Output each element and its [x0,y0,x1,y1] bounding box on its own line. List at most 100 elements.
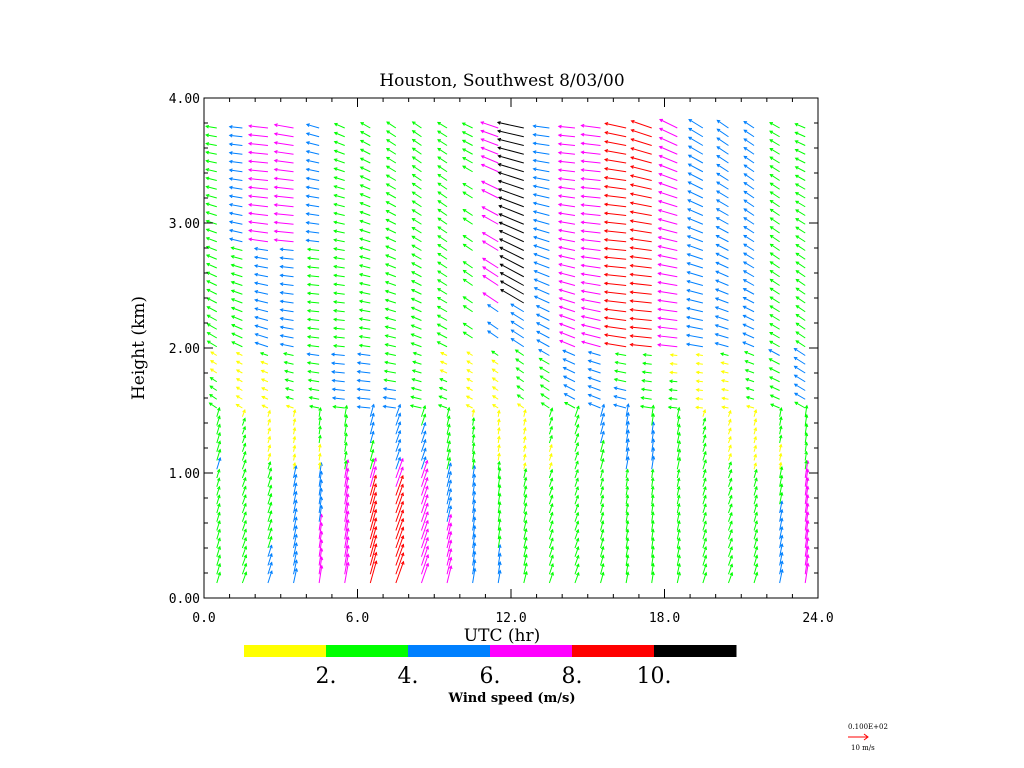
wind-vector-head [779,491,784,496]
wind-vector-head [626,429,630,434]
wind-vector [411,253,422,260]
wind-vector [437,261,448,269]
wind-vector [207,332,218,339]
wind-vector-head [625,468,630,473]
wind-vector [359,335,371,339]
wind-vector [497,461,500,470]
wind-vector [499,230,525,243]
wind-vector [241,563,247,575]
wind-vector [523,554,527,566]
wind-vector [229,134,243,138]
wind-vector [344,502,349,522]
wind-vector-head [205,159,210,164]
wind-vector [533,193,550,199]
wind-vector-head [448,496,453,501]
wind-vector [274,221,294,225]
wind-vector-head [587,376,592,381]
wind-vector-head [344,432,348,437]
wind-vector [359,309,371,313]
wind-vector [742,341,755,348]
wind-vector [659,137,678,146]
wind-vector-head [305,132,310,136]
wind-vector [669,380,678,383]
wind-vector-head [580,194,585,199]
wind-vector [463,331,473,339]
wind-vector-head [437,404,442,408]
wind-vector [420,529,429,549]
wind-vector-head [533,235,538,240]
wind-vector [207,340,218,348]
wind-vector [206,228,217,234]
wind-vector-head [658,127,663,132]
wind-vector-head [400,535,405,539]
wind-vector [411,289,422,295]
wind-vector [280,300,294,304]
wind-vector-head [549,425,553,430]
wind-vector [779,526,783,540]
wind-vector-head [677,519,681,525]
wind-vector-head [729,511,733,516]
wind-vector [574,433,579,444]
wind-vector-head [728,427,732,432]
wind-vector [231,324,243,330]
wind-vector-head [267,427,271,432]
wind-vector [497,484,501,496]
wind-vector [446,488,452,505]
wind-vector [260,352,269,356]
wind-vector [446,463,452,479]
wind-vector-head [471,433,476,438]
wind-vector [334,221,345,225]
wind-vector [548,462,553,470]
wind-vector [385,227,397,234]
wind-vector [334,194,345,199]
wind-vector-head [411,262,415,266]
wind-vector [446,471,452,487]
wind-vector-head [687,163,692,167]
wind-vector [715,342,729,348]
wind-vector-head [686,271,691,275]
wind-vector-head [411,218,416,222]
wind-vector-head [356,361,361,365]
wind-vector [206,168,217,173]
wind-vector-head [205,219,210,224]
wind-vector [344,405,348,417]
wind-vector-head [714,288,719,292]
wind-vector-head [268,501,273,506]
wind-vector-head [600,485,605,490]
wind-vector-head [580,185,585,190]
wind-vector [588,385,601,391]
wind-vector [274,124,294,129]
wind-vector [216,432,221,444]
wind-vector-head [629,255,634,259]
wind-vector [280,291,294,295]
wind-vector [795,322,806,330]
wind-vector [716,155,729,164]
wind-vector-head [217,545,221,550]
wind-vector-head [448,505,453,510]
wind-vector [267,528,272,540]
wind-vector [395,458,404,479]
wind-vector [600,431,605,444]
wind-vector [437,147,448,155]
wind-vector-head [499,289,504,293]
wind-vector-head [267,444,272,449]
colorbar-label: 4. [398,664,419,689]
wind-vector-head [580,211,585,216]
wind-vector [360,175,371,181]
wind-vector [770,296,780,304]
wind-vector [293,465,297,479]
wind-vector-head [436,323,441,327]
wind-vector-head [754,571,759,576]
wind-vector-head [533,261,538,265]
wind-vector-head [397,447,402,452]
wind-vector-head [769,287,774,292]
wind-vector [727,538,733,549]
wind-vector-head [242,476,247,481]
wind-vector [581,133,601,138]
wind-vector [604,291,627,295]
wind-vector-head [625,519,630,524]
wind-vector [523,427,526,435]
wind-vector-head [425,511,429,516]
wind-vector-head [436,296,441,301]
wind-vector-head [769,165,774,169]
